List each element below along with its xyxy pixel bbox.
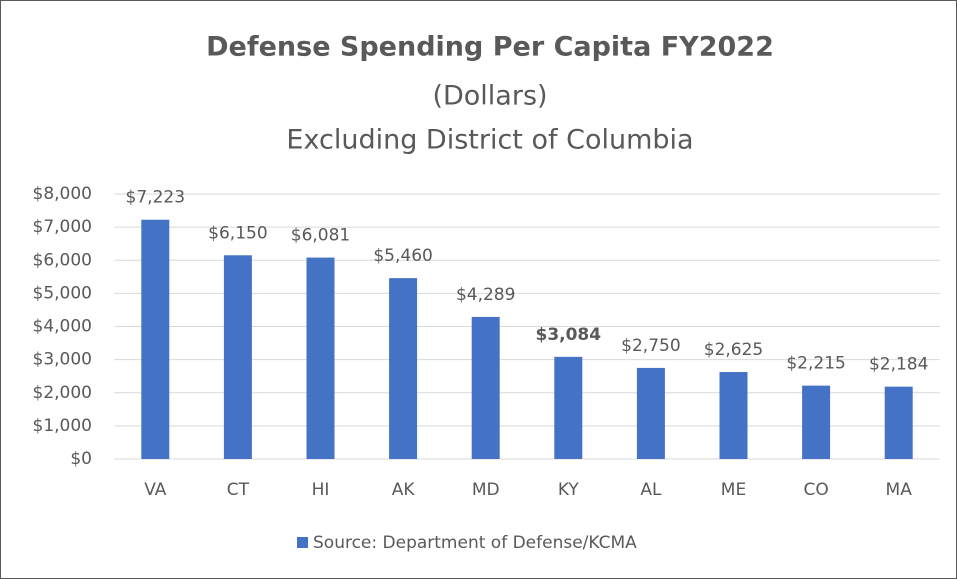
- y-tick-label: $8,000: [33, 184, 92, 204]
- value-label: $2,750: [621, 336, 680, 356]
- value-label: $3,084: [535, 325, 601, 345]
- bar: [802, 385, 831, 459]
- y-tick-label: $1,000: [33, 416, 92, 436]
- bar: [884, 386, 913, 459]
- bar: [636, 367, 665, 459]
- value-label: $6,081: [291, 226, 350, 246]
- bar: [719, 372, 748, 459]
- value-label: $2,215: [786, 354, 845, 374]
- value-label: $2,184: [869, 355, 928, 375]
- value-label: $4,289: [456, 285, 515, 305]
- bar: [471, 316, 500, 459]
- bar: [554, 356, 583, 459]
- value-label: $6,150: [208, 223, 267, 243]
- bar: [389, 278, 418, 459]
- value-label: $2,625: [704, 340, 763, 360]
- chart-subtitle: (Dollars): [432, 81, 547, 112]
- bar: [141, 219, 170, 459]
- x-tick-label: CO: [803, 480, 828, 500]
- x-tick-label: HI: [312, 480, 330, 500]
- y-tick-label: $4,000: [33, 317, 92, 337]
- x-tick-label: AK: [392, 480, 416, 500]
- y-tick-label: $7,000: [33, 217, 92, 237]
- value-label: $7,223: [126, 188, 185, 208]
- x-tick-label: KY: [558, 480, 580, 500]
- y-tick-label: $6,000: [33, 250, 92, 270]
- chart-subtitle: Excluding District of Columbia: [286, 125, 693, 156]
- chart-title: Defense Spending Per Capita FY2022: [206, 32, 774, 63]
- value-label: $5,460: [373, 246, 432, 266]
- legend-swatch: [297, 537, 308, 548]
- x-tick-label: MD: [472, 480, 500, 500]
- x-tick-label: CT: [227, 480, 250, 500]
- x-tick-label: AL: [640, 480, 662, 500]
- bar: [306, 257, 335, 459]
- x-tick-label: ME: [721, 480, 746, 500]
- y-tick-label: $0: [70, 449, 92, 469]
- bar: [223, 255, 252, 459]
- x-tick-label: VA: [144, 480, 167, 500]
- y-tick-label: $5,000: [33, 283, 92, 303]
- y-tick-label: $2,000: [33, 383, 92, 403]
- y-tick-label: $3,000: [33, 350, 92, 370]
- legend-label: Source: Department of Defense/KCMA: [313, 533, 637, 553]
- x-tick-label: MA: [886, 480, 913, 500]
